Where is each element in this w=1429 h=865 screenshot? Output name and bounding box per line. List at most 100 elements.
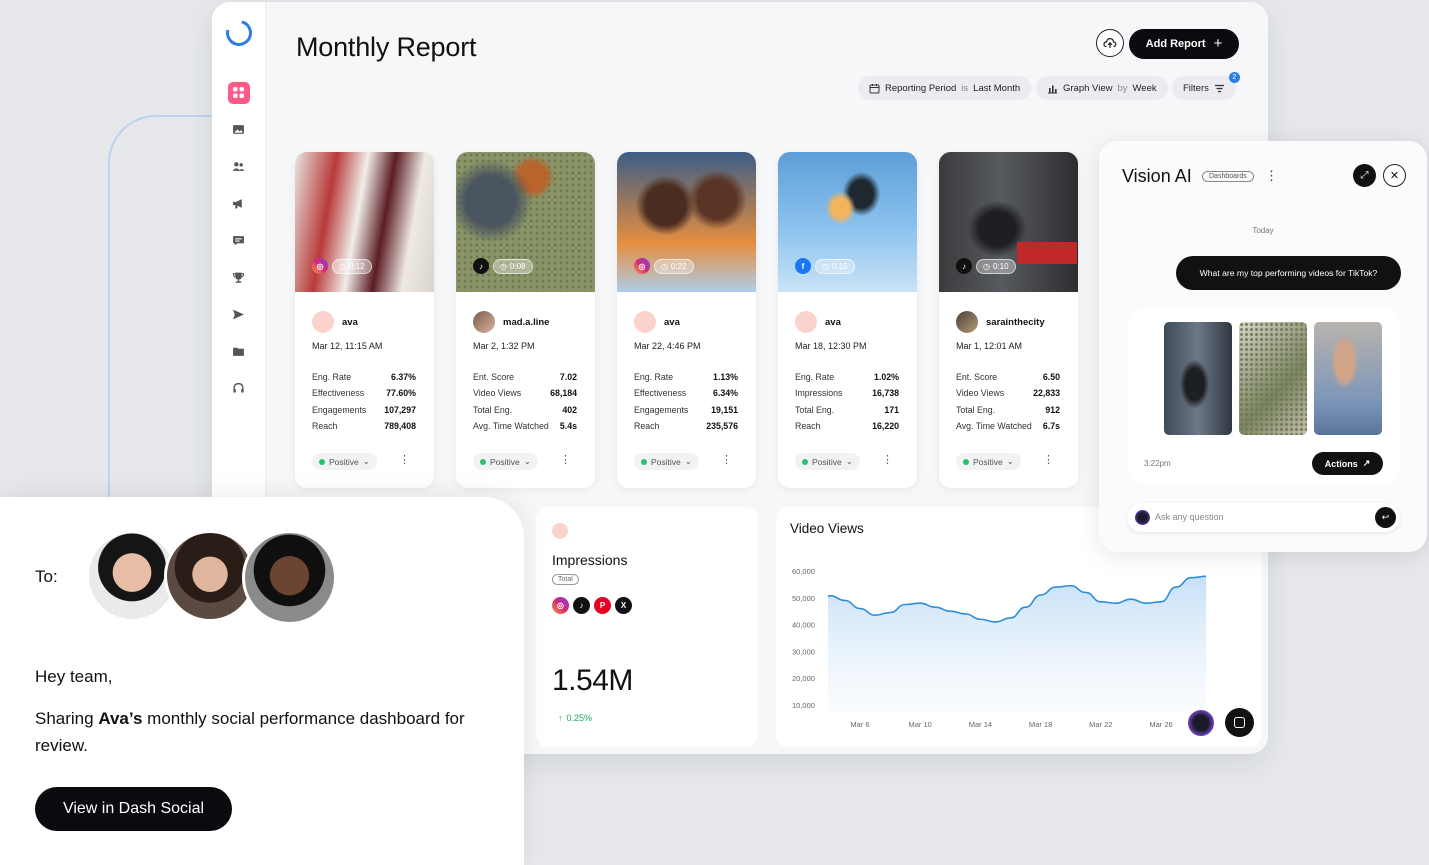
positive-dot-icon <box>802 458 808 465</box>
expand-button[interactable]: ⤢ <box>1353 164 1376 187</box>
metric-value: 68,184 <box>550 388 577 399</box>
duration: 0:15 <box>831 261 848 271</box>
send-icon[interactable] <box>228 304 250 326</box>
close-icon: ✕ <box>1389 170 1400 182</box>
metric-value: 16,220 <box>872 420 899 431</box>
video-result[interactable] <box>1239 322 1307 435</box>
metric-value: 16,738 <box>872 388 899 399</box>
filters-button[interactable]: Filters 2 <box>1172 72 1240 100</box>
close-button[interactable]: ✕ <box>1383 164 1406 187</box>
post-thumbnail[interactable]: ◎ ◷ 0:22 <box>617 152 756 292</box>
sentiment-dropdown[interactable]: Positive ⌄ <box>473 453 538 470</box>
add-report-button[interactable]: Add Report + <box>1129 29 1239 59</box>
dashboards-badge[interactable]: Dashboards <box>1202 171 1254 182</box>
chat-support-button[interactable] <box>1225 708 1254 737</box>
sentiment-dropdown[interactable]: Positive ⌄ <box>795 453 860 470</box>
more-options-icon[interactable]: ⋮ <box>399 454 410 466</box>
ask-placeholder: Ask any question <box>1155 512 1224 522</box>
post-card[interactable]: ◎ ◷ 0:12 ava Mar 12, 11:15 AM Eng. Rate 6.… <box>295 152 434 488</box>
positive-dot-icon <box>319 458 325 465</box>
sentiment-label: Positive <box>973 456 1003 467</box>
arrow-up-icon: ↑ <box>558 713 563 723</box>
upload-button[interactable] <box>1096 29 1124 57</box>
actions-label: Actions <box>1324 458 1358 469</box>
vision-ai-orb-icon <box>1135 510 1150 525</box>
post-thumbnail[interactable]: ♪ ◷ 0:08 <box>456 152 595 292</box>
impressions-card[interactable]: Impressions Total ◎ ♪ P X 1.54M ↑ 0.25% <box>536 507 758 747</box>
positive-dot-icon <box>963 458 969 465</box>
chevron-down-icon: ⌄ <box>1006 456 1014 466</box>
metric-label: Total Eng. <box>473 404 513 415</box>
folder-icon[interactable] <box>228 341 250 363</box>
post-card[interactable]: f ◷ 0:15 ava Mar 18, 12:30 PM Eng. Rate 1.… <box>778 152 917 488</box>
metric-value: 6.7s <box>1042 420 1060 431</box>
view-in-dash-social-button[interactable]: View in Dash Social <box>35 787 232 831</box>
post-thumbnail[interactable]: ♪ ◷ 0:10 <box>939 152 1078 292</box>
ask-question-input[interactable]: Ask any question ↩ <box>1127 503 1400 532</box>
post-card[interactable]: ◎ ◷ 0:22 ava Mar 22, 4:46 PM Eng. Rate 1.1… <box>617 152 756 488</box>
recipient-avatar[interactable] <box>164 530 256 622</box>
recipient-avatar[interactable] <box>242 530 337 625</box>
author-name: ava <box>664 316 680 328</box>
response-time: 3:22pm <box>1144 459 1171 468</box>
metric-label: Engagements <box>312 404 367 415</box>
post-thumbnail[interactable]: f ◷ 0:15 <box>778 152 917 292</box>
metric-value: 19,151 <box>711 404 738 415</box>
calendar-icon <box>869 83 880 93</box>
headset-icon[interactable] <box>228 378 250 400</box>
filter-lines-icon <box>1214 84 1224 92</box>
post-card[interactable]: ♪ ◷ 0:08 mad.a.line Mar 2, 1:32 PM Ent. S… <box>456 152 595 488</box>
positive-dot-icon <box>480 458 486 465</box>
instagram-icon: ◎ <box>552 597 569 614</box>
x-tick-label: Mar 6 <box>850 720 869 729</box>
vision-ai-launcher-button[interactable] <box>1186 708 1216 738</box>
metrics-list: Eng. Rate 6.37% Effectiveness 77.60% Engag… <box>312 372 416 437</box>
metric-value: 77.60% <box>386 388 416 399</box>
metric-label: Effectiveness <box>312 388 365 399</box>
sentiment-dropdown[interactable]: Positive ⌄ <box>634 453 699 470</box>
impressions-change: ↑ 0.25% <box>558 713 592 723</box>
more-options-icon[interactable]: ⋮ <box>721 454 732 466</box>
more-options-icon[interactable]: ⋮ <box>882 454 893 466</box>
post-card[interactable]: ♪ ◷ 0:10 sarainthecity Mar 1, 12:01 AM En… <box>939 152 1078 488</box>
metric-value: 107,297 <box>384 404 416 415</box>
users-icon[interactable] <box>228 156 250 178</box>
dashboard-icon[interactable] <box>227 81 250 104</box>
video-views-chart: 60,000 50,000 40,000 30,000 20,000 10,000 Mar… <box>792 567 1207 729</box>
send-message-button[interactable]: ↩ <box>1375 507 1396 528</box>
metric-row: Reach 16,220 <box>795 421 899 437</box>
chevron-down-icon: ⌄ <box>684 456 692 466</box>
vision-ai-panel: Vision AI Dashboards ⋮ ⤢ ✕ Today What ar… <box>1099 141 1427 552</box>
ai-response: 3:22pm Actions ↗ <box>1129 309 1401 483</box>
image-icon[interactable] <box>228 119 250 141</box>
sentiment-dropdown[interactable]: Positive ⌄ <box>312 453 377 470</box>
reporting-period-label: Reporting Period <box>885 82 957 94</box>
metric-value: 789,408 <box>384 420 416 431</box>
recipient-avatar[interactable] <box>86 530 178 622</box>
sentiment-dropdown[interactable]: Positive ⌄ <box>956 453 1021 470</box>
chevron-down-icon: ⌄ <box>362 456 370 466</box>
more-options-icon[interactable]: ⋮ <box>560 454 571 466</box>
vision-more-icon[interactable]: ⋮ <box>1265 168 1278 183</box>
trophy-icon[interactable] <box>228 267 250 289</box>
more-options-icon[interactable]: ⋮ <box>1043 454 1054 466</box>
reporting-period-value: Last Month <box>973 82 1021 94</box>
reporting-period-filter[interactable]: Reporting Period is Last Month <box>858 76 1032 100</box>
metric-label: Avg. Time Watched <box>473 420 549 431</box>
metric-label: Reach <box>312 420 338 431</box>
metric-label: Total Eng. <box>795 404 835 415</box>
chat-icon[interactable] <box>228 230 250 252</box>
post-thumbnail[interactable]: ◎ ◷ 0:12 <box>295 152 434 292</box>
video-result[interactable] <box>1314 322 1382 435</box>
post-date: Mar 18, 12:30 PM <box>795 341 867 351</box>
graph-view-label: Graph View <box>1063 82 1113 94</box>
actions-button[interactable]: Actions ↗ <box>1312 452 1383 475</box>
video-result[interactable] <box>1164 322 1232 435</box>
x-icon: X <box>615 597 632 614</box>
graph-view-filter[interactable]: Graph View by Week <box>1036 76 1168 100</box>
avatar <box>634 311 656 333</box>
megaphone-icon[interactable] <box>228 193 250 215</box>
clock-icon: ◷ <box>661 261 668 271</box>
metric-row: Avg. Time Watched 6.7s <box>956 421 1060 437</box>
sentiment-label: Positive <box>490 456 520 467</box>
